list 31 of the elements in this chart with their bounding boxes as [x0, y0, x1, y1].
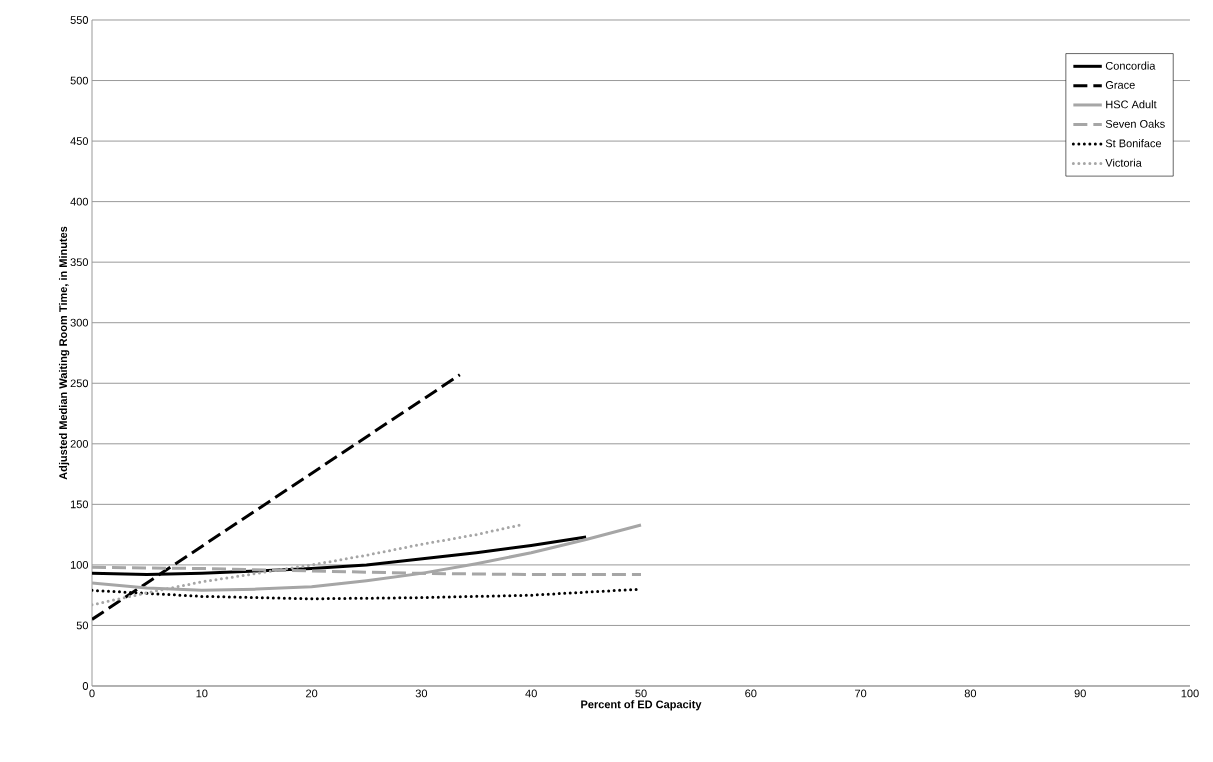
- legend-label: HSC Adult: [1106, 100, 1157, 109]
- x-tick-label: 70: [855, 689, 867, 698]
- y-tick-label: 200: [70, 439, 89, 448]
- x-tick-label: 0: [89, 689, 95, 698]
- x-tick-label: 100: [1181, 689, 1199, 698]
- x-tick-label: 80: [964, 689, 977, 698]
- x-tick-label: 10: [196, 689, 208, 698]
- x-tick-label: 40: [525, 689, 537, 698]
- y-tick-label: 550: [70, 16, 89, 24]
- legend-label: Grace: [1105, 81, 1135, 89]
- y-tick-label: 400: [70, 197, 89, 206]
- y-tick-label: 450: [70, 137, 89, 145]
- legend-label: Seven Oaks: [1105, 119, 1165, 128]
- x-tick-label: 90: [1074, 689, 1086, 698]
- y-tick-label: 250: [70, 379, 89, 388]
- y-tick-label: 500: [70, 76, 89, 85]
- x-tick-label: 50: [635, 689, 647, 698]
- y-axis-title: Adjusted Median Waiting Room Time, in Minutes: [58, 226, 70, 480]
- y-tick-label: 0: [82, 682, 89, 690]
- x-tick-label: 30: [415, 689, 428, 698]
- y-tick-label: 300: [70, 318, 89, 327]
- y-tick-label: 350: [70, 258, 89, 267]
- x-tick-label: 60: [745, 689, 757, 698]
- y-tick-label: 100: [70, 561, 89, 569]
- legend-label: Victoria: [1105, 158, 1142, 167]
- legend-label: Concordia: [1105, 61, 1156, 70]
- x-tick-label: 20: [306, 689, 318, 698]
- y-tick-label: 50: [76, 621, 89, 630]
- legend-label: St Boniface: [1105, 139, 1162, 148]
- y-tick-label: 150: [70, 500, 89, 509]
- x-axis-title: Percent of ED Capacity: [581, 700, 702, 711]
